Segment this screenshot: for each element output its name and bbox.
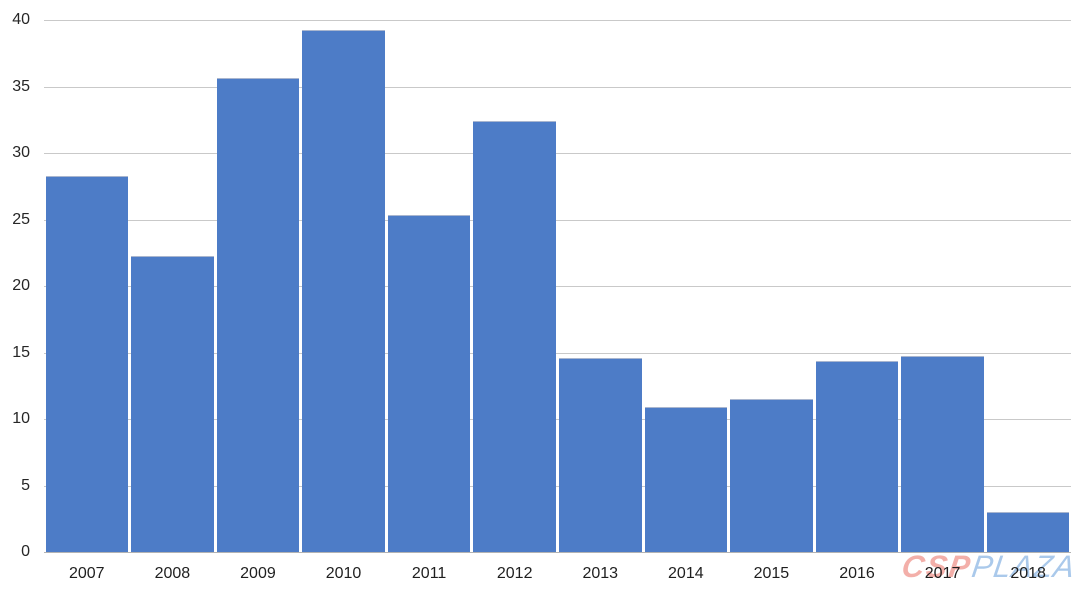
x-tick-label-2012: 2012 (496, 565, 533, 582)
bar-2014 (644, 407, 728, 552)
gridline-35 (44, 86, 1071, 88)
y-tick-label-40: 40 (12, 11, 30, 28)
gridline-30 (44, 153, 1071, 154)
bar-series (44, 20, 1071, 552)
bar-2008 (131, 255, 214, 552)
x-tick-label-2018: 2018 (1010, 565, 1046, 582)
bar-2013 (558, 358, 642, 552)
y-tick-label-25: 25 (12, 210, 30, 228)
y-tick-label-10: 10 (12, 410, 30, 427)
bar-slot-2015 (729, 20, 815, 552)
x-tick-label-2015: 2015 (753, 565, 790, 582)
bar-2017 (901, 355, 984, 552)
bar-2018 (986, 512, 1070, 552)
gridline-15 (44, 352, 1071, 354)
bar-slot-2008 (130, 20, 216, 552)
y-tick-label-15: 15 (12, 343, 30, 361)
bar-slot-2018 (985, 20, 1071, 552)
bar-2010 (302, 29, 385, 552)
bar-slot-2014 (643, 20, 729, 552)
gridline-10 (44, 419, 1071, 420)
bar-slot-2007 (44, 20, 130, 552)
x-tick-label-2007: 2007 (68, 565, 105, 582)
x-tick-label-2013: 2013 (582, 565, 619, 582)
x-tick-label-2016: 2016 (839, 565, 875, 582)
bar-slot-2013 (557, 20, 643, 552)
bar-2012 (473, 121, 556, 552)
bar-slot-2011 (386, 20, 472, 552)
y-tick-label-0: 0 (21, 543, 30, 560)
bar-slot-2009 (215, 20, 301, 552)
x-tick-label-2011: 2011 (411, 565, 447, 582)
y-tick-label-30: 30 (12, 144, 30, 161)
plot-area (44, 20, 1071, 553)
bar-2015 (730, 399, 813, 552)
x-tick-label-2010: 2010 (325, 565, 362, 582)
bar-slot-2012 (472, 20, 558, 552)
bar-slot-2016 (814, 20, 900, 552)
gridline-5 (44, 485, 1071, 487)
gridline-20 (44, 286, 1071, 287)
bar-slot-2017 (900, 20, 986, 552)
x-tick-label-2017: 2017 (924, 565, 961, 582)
y-tick-label-20: 20 (12, 277, 30, 294)
bar-slot-2010 (301, 20, 387, 552)
bar-2007 (45, 175, 129, 552)
gridline-25 (44, 219, 1071, 221)
gridline-40 (44, 20, 1071, 21)
y-tick-label-35: 35 (12, 77, 30, 95)
y-tick-label-5: 5 (21, 476, 30, 494)
bar-2009 (216, 77, 300, 552)
x-tick-label-2009: 2009 (240, 565, 276, 582)
bar-2016 (815, 360, 899, 552)
x-tick-label-2014: 2014 (668, 565, 704, 582)
x-axis: 2007 2008 2009 2010 2011 2012 2013 2014 2015 2016… (44, 563, 1071, 585)
x-tick-label-2008: 2008 (154, 565, 191, 582)
bar-2011 (387, 214, 471, 552)
